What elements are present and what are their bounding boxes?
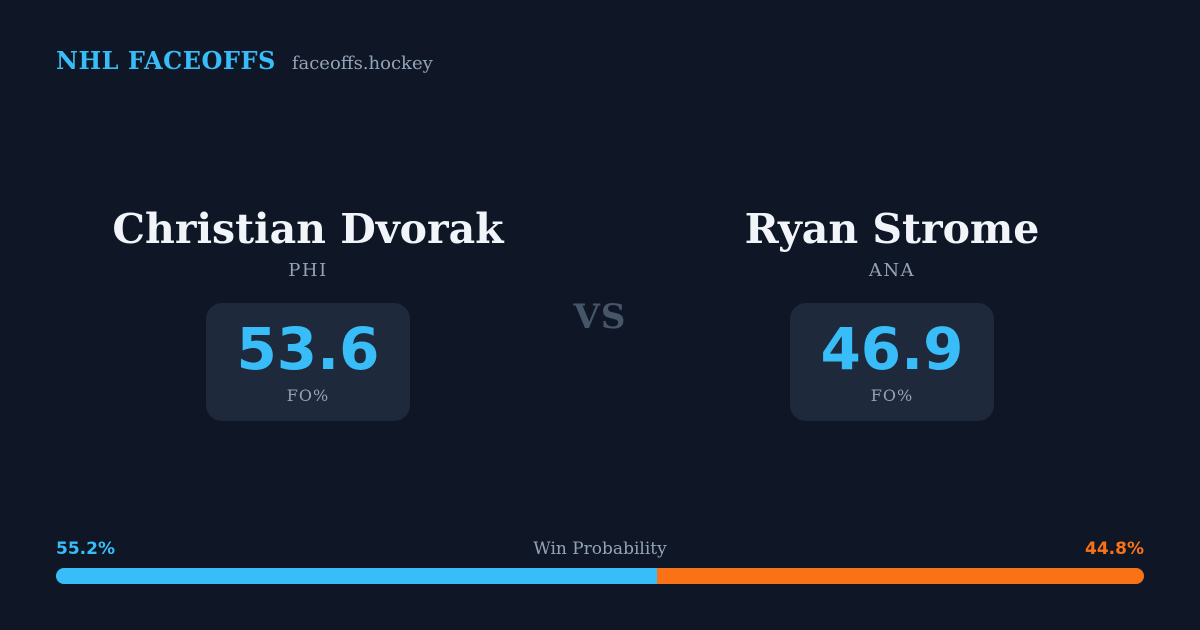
faceoff-pct-value: 53.6 [236,315,380,384]
win-probability-labels: 55.2% Win Probability 44.8% [56,539,1144,559]
win-prob-bar [56,568,1144,584]
header: NHL FACEOFFS faceoffs.hockey [56,46,433,75]
win-prob-left-pct: 55.2% [56,539,115,559]
player-team: PHI [288,260,328,282]
win-prob-bar-right-segment [656,568,1144,584]
matchup-section: Christian Dvorak PHI 53.6 FO% VS Ryan St… [56,205,1144,422]
brand-logo: NHL FACEOFFS [56,46,276,75]
player-name: Christian Dvorak [112,205,504,253]
win-prob-title: Win Probability [533,539,667,559]
stat-card: 46.9 FO% [790,303,994,422]
faceoff-pct-label: FO% [286,386,330,406]
player-left: Christian Dvorak PHI 53.6 FO% [56,205,560,422]
win-prob-bar-left-segment [56,568,657,584]
faceoff-pct-value: 46.9 [820,315,964,384]
player-team: ANA [868,260,916,282]
player-name: Ryan Strome [744,205,1040,253]
player-right: Ryan Strome ANA 46.9 FO% [640,205,1144,422]
site-url: faceoffs.hockey [291,53,433,74]
win-prob-right-pct: 44.8% [1085,539,1144,559]
vs-label: VS [573,297,627,337]
faceoff-pct-label: FO% [870,386,914,406]
win-probability-section: 55.2% Win Probability 44.8% [56,539,1144,584]
stat-card: 53.6 FO% [206,303,410,422]
